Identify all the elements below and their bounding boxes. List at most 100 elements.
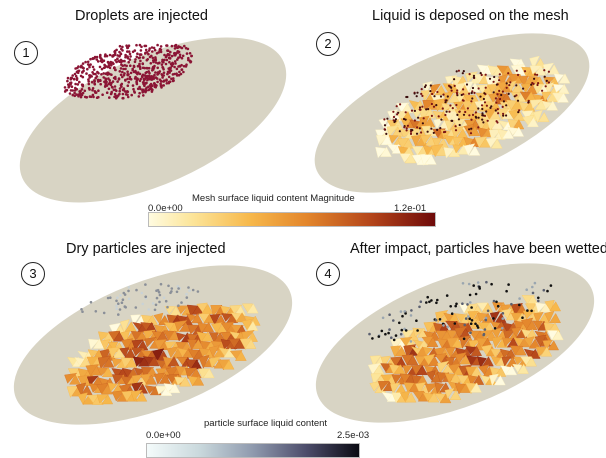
mesh-cell — [131, 381, 143, 394]
droplet — [94, 91, 98, 94]
particle — [377, 335, 381, 338]
mesh-cell — [406, 355, 419, 365]
droplet — [392, 110, 395, 113]
droplet — [80, 83, 84, 86]
droplet — [483, 101, 487, 104]
mesh-cell — [145, 374, 157, 385]
droplet — [495, 83, 498, 86]
mesh-cell — [370, 373, 383, 385]
mesh-cell — [64, 373, 78, 384]
droplet — [460, 93, 463, 97]
particle — [425, 301, 428, 304]
mesh-cell — [420, 134, 432, 145]
particle — [387, 331, 390, 335]
droplet — [442, 93, 445, 96]
droplet — [74, 86, 77, 90]
droplet — [170, 44, 174, 48]
droplet — [143, 77, 147, 81]
droplet — [100, 73, 103, 76]
mesh-cell — [168, 383, 181, 393]
droplet — [82, 66, 85, 70]
droplet — [136, 72, 139, 76]
mesh-cell — [388, 135, 399, 144]
mesh-cell — [174, 320, 188, 332]
particle — [388, 313, 391, 317]
particle — [410, 309, 413, 312]
droplet — [134, 75, 137, 79]
mesh-colorbar-title: Mesh surface liquid content Magnitude — [192, 193, 355, 204]
particle — [409, 340, 413, 343]
mesh-cell — [97, 356, 111, 370]
droplet — [71, 89, 75, 92]
mesh-cell — [221, 313, 233, 322]
mesh-cell — [167, 356, 180, 367]
droplet — [430, 102, 433, 106]
droplet — [73, 91, 76, 95]
mesh-cell — [463, 124, 474, 137]
droplet — [419, 108, 422, 111]
mesh-cell — [458, 303, 469, 314]
droplet — [126, 55, 129, 58]
droplet — [136, 87, 140, 91]
mesh-cell — [468, 145, 481, 156]
droplet — [444, 130, 447, 133]
droplet — [168, 60, 171, 64]
mesh-cell — [544, 82, 555, 94]
particle — [102, 311, 106, 315]
mesh-cell — [201, 331, 214, 342]
droplet — [424, 84, 427, 87]
droplet — [403, 126, 406, 129]
droplet — [121, 45, 124, 49]
droplet — [116, 80, 119, 83]
droplet — [437, 115, 440, 118]
mesh-cell — [210, 305, 223, 317]
mesh-cell — [547, 340, 560, 351]
particle — [434, 318, 438, 322]
particle — [158, 300, 161, 304]
mesh-cell — [131, 339, 144, 351]
droplet — [505, 104, 508, 107]
mesh-cell — [386, 125, 399, 137]
droplet — [74, 74, 78, 78]
mesh-cell — [144, 385, 157, 394]
particle — [392, 338, 396, 342]
droplet — [97, 89, 100, 92]
droplet — [543, 69, 546, 72]
droplet — [79, 65, 83, 69]
droplet — [142, 94, 145, 97]
particle-colorbar-title: particle surface liquid content — [204, 418, 328, 429]
droplet — [173, 65, 176, 69]
droplet — [507, 92, 510, 95]
droplet — [188, 52, 192, 55]
particle — [445, 294, 449, 297]
droplet — [104, 82, 107, 85]
particle — [436, 298, 439, 302]
droplet — [77, 69, 81, 73]
step-2-badge: 2 — [316, 32, 340, 56]
droplet — [165, 82, 169, 85]
particle — [462, 337, 466, 341]
mesh-cell — [527, 117, 539, 128]
particle — [442, 324, 445, 327]
mesh-cell — [220, 305, 231, 316]
droplet — [444, 101, 447, 104]
particle — [518, 297, 521, 300]
particle — [426, 295, 430, 299]
droplet — [461, 72, 464, 75]
droplet — [397, 111, 400, 114]
droplet — [462, 99, 465, 102]
particles-4 — [368, 280, 553, 343]
mesh-cell — [102, 357, 115, 368]
droplet — [91, 71, 94, 74]
droplet — [458, 123, 461, 127]
mesh-cell — [164, 341, 177, 352]
droplet — [431, 92, 434, 96]
particle-colorbar-max: 2.5e-03 — [337, 430, 370, 441]
mesh-cell — [112, 374, 125, 385]
droplet — [173, 52, 176, 55]
mesh-cell — [463, 137, 475, 147]
droplet — [471, 86, 475, 90]
droplet — [488, 77, 492, 80]
mesh-cell — [542, 339, 553, 351]
mesh-cell — [175, 341, 188, 353]
